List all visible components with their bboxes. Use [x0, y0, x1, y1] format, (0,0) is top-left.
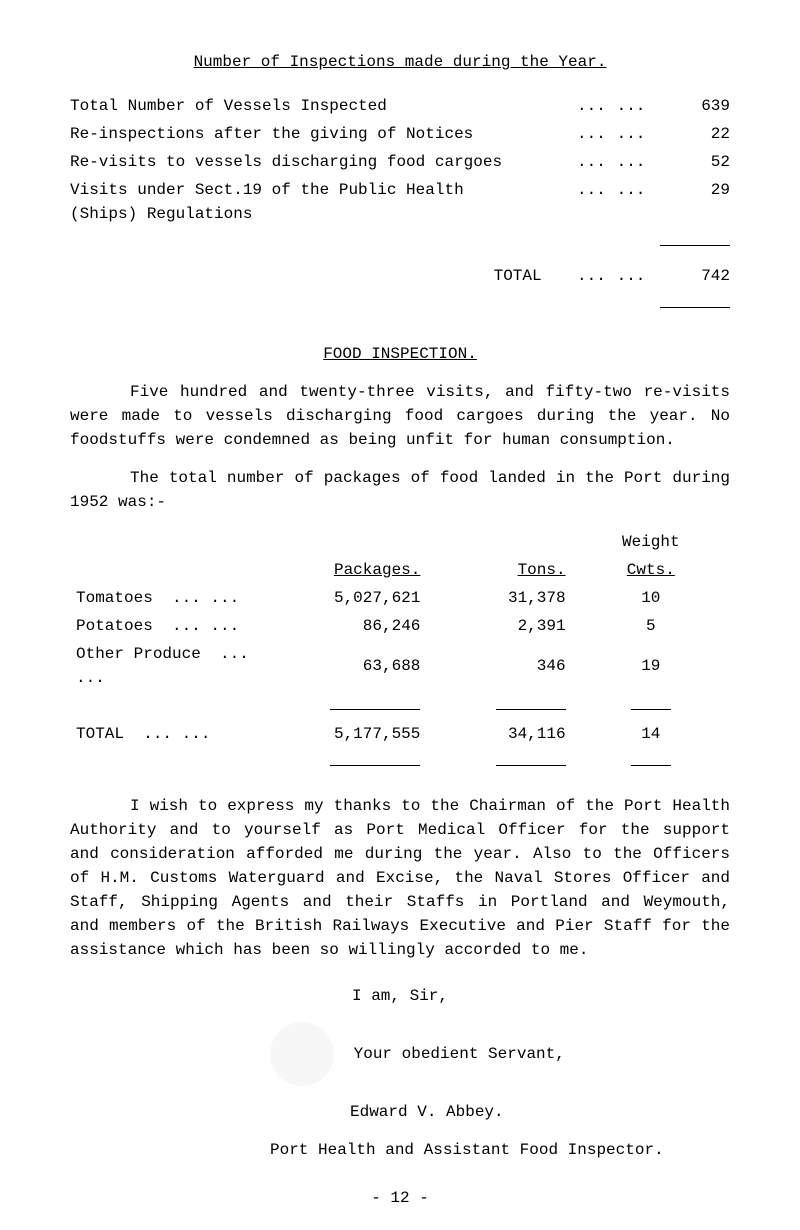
closing-name: Edward V. Abbey.	[350, 1100, 730, 1124]
food-table: Weight Packages. Tons. Cwts. Tomatoes ..…	[70, 528, 730, 776]
food-pkg: 5,027,621	[268, 584, 426, 612]
dots: ...	[611, 120, 651, 148]
insp-row: Visits under Sect.19 of the Public Healt…	[70, 176, 730, 228]
food-total-tons: 34,116	[426, 720, 571, 748]
closing-yours: Your obedient Servant,	[354, 1045, 565, 1063]
total-value: 742	[651, 256, 730, 290]
food-tons: 31,378	[426, 584, 571, 612]
food-row: Potatoes ... ... 86,246 2,391 5	[70, 612, 730, 640]
food-pkg: 86,246	[268, 612, 426, 640]
rule	[631, 709, 671, 710]
rule	[496, 765, 566, 766]
closing-title: Port Health and Assistant Food Inspector…	[270, 1138, 730, 1162]
dots: ...	[572, 148, 612, 176]
food-total-row: TOTAL ... ... 5,177,555 34,116 14	[70, 720, 730, 748]
insp-row: Re-inspections after the giving of Notic…	[70, 120, 730, 148]
rule	[330, 709, 420, 710]
food-inspection-heading: FOOD INSPECTION.	[70, 342, 730, 366]
rule	[660, 307, 730, 308]
food-row: Tomatoes ... ... 5,027,621 31,378 10	[70, 584, 730, 612]
food-label: Other Produce	[76, 645, 201, 663]
tons-header: Tons.	[518, 561, 566, 579]
dots: ...	[572, 120, 612, 148]
rule	[330, 765, 420, 766]
dots: ... ...	[143, 725, 210, 743]
insp-value: 52	[651, 148, 730, 176]
insp-label: Re-inspections after the giving of Notic…	[70, 120, 572, 148]
paragraph: I wish to express my thanks to the Chair…	[70, 794, 730, 962]
section-title: Number of Inspections made during the Ye…	[70, 50, 730, 74]
paragraph: The total number of packages of food lan…	[70, 466, 730, 514]
food-total-label: TOTAL	[76, 725, 124, 743]
food-label: Potatoes	[76, 617, 153, 635]
dots: ...	[611, 176, 651, 228]
total-label: TOTAL	[70, 256, 572, 290]
rule	[496, 709, 566, 710]
insp-row: Re-visits to vessels discharging food ca…	[70, 148, 730, 176]
dots: ...	[611, 148, 651, 176]
food-cwts: 5	[572, 612, 730, 640]
food-label: Tomatoes	[76, 589, 153, 607]
food-total-cwts: 14	[572, 720, 730, 748]
insp-label: Visits under Sect.19 of the Public Healt…	[70, 176, 572, 228]
rule	[631, 765, 671, 766]
food-row: Other Produce ... ... 63,688 346 19	[70, 640, 730, 692]
inspections-table: Total Number of Vessels Inspected ... ..…	[70, 92, 730, 318]
food-cwts: 19	[572, 640, 730, 692]
insp-label: Re-visits to vessels discharging food ca…	[70, 148, 572, 176]
insp-total-row: TOTAL ... ... 742	[70, 256, 730, 290]
dots: ...	[611, 256, 651, 290]
dots: ... ...	[172, 589, 239, 607]
food-total-pkg: 5,177,555	[268, 720, 426, 748]
cwts-header: Cwts.	[627, 561, 675, 579]
insp-label: Total Number of Vessels Inspected	[70, 92, 572, 120]
insp-value: 29	[651, 176, 730, 228]
dots: ...	[572, 176, 612, 228]
food-pkg: 63,688	[268, 640, 426, 692]
insp-value: 639	[651, 92, 730, 120]
paragraph: Five hundred and twenty-three visits, an…	[70, 380, 730, 452]
food-cwts: 10	[572, 584, 730, 612]
dots: ...	[572, 92, 612, 120]
page-number: - 12 -	[70, 1186, 730, 1210]
food-tons: 2,391	[426, 612, 571, 640]
rule	[660, 245, 730, 246]
closing-iam: I am, Sir,	[70, 984, 730, 1008]
dots: ...	[611, 92, 651, 120]
insp-row: Total Number of Vessels Inspected ... ..…	[70, 92, 730, 120]
weight-header: Weight	[572, 528, 730, 556]
seal-icon	[270, 1022, 334, 1086]
insp-value: 22	[651, 120, 730, 148]
packages-header: Packages.	[334, 561, 420, 579]
dots: ... ...	[172, 617, 239, 635]
dots: ...	[572, 256, 612, 290]
food-tons: 346	[426, 640, 571, 692]
